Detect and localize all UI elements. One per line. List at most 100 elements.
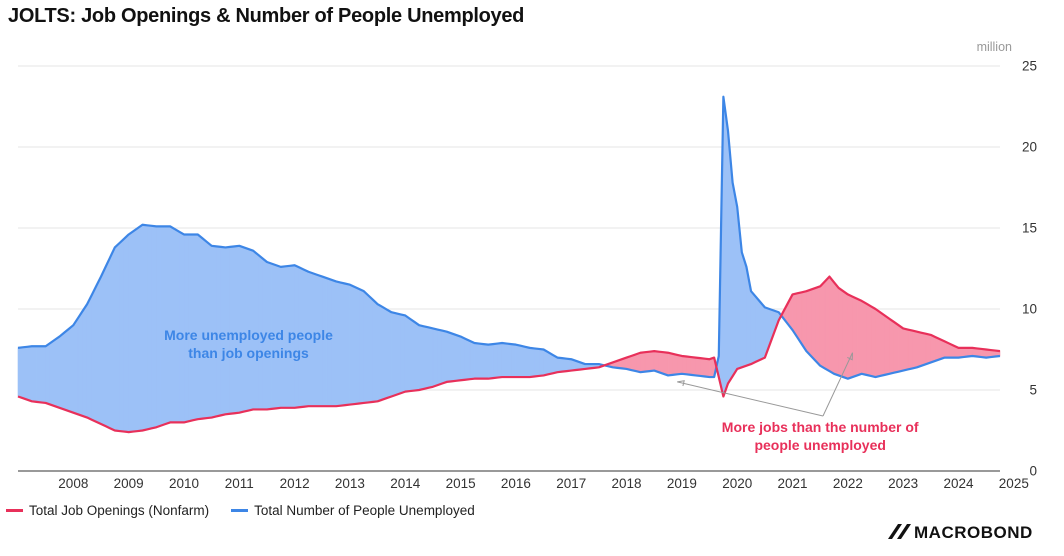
area-fill: [146, 224, 152, 430]
area-fill: [345, 283, 351, 406]
logo-text: MACROBOND: [914, 523, 1033, 542]
y-tick-label: 20: [1022, 140, 1037, 155]
area-fill: [520, 345, 526, 378]
area-fill: [331, 279, 337, 407]
area-fill: [460, 336, 466, 381]
area-fill: [635, 352, 641, 373]
area-fill: [428, 326, 434, 389]
area-fill: [409, 318, 415, 392]
series-line-openings: [17, 275, 1001, 434]
area-fill: [893, 321, 899, 374]
area-fill: [847, 293, 853, 380]
area-fill: [123, 233, 129, 433]
area-fill: [566, 358, 572, 372]
area-fill: [538, 348, 544, 377]
area-fill: [174, 228, 180, 423]
x-tick-label: 2023: [888, 476, 918, 491]
area-fill: [474, 342, 480, 379]
area-fill: [902, 328, 909, 371]
area-fill: [497, 342, 503, 378]
area-fill: [464, 338, 471, 381]
area-fill: [151, 225, 157, 429]
area-fill: [469, 340, 475, 380]
page-title: JOLTS: Job Openings & Number of People U…: [8, 5, 525, 27]
area-fill: [82, 303, 88, 418]
area-fill: [114, 242, 120, 432]
area-fill: [884, 314, 890, 376]
area-fill: [732, 182, 738, 378]
area-fill: [755, 295, 761, 363]
legend-label-openings: Total Job Openings (Nonfarm): [29, 503, 210, 518]
area-fill: [861, 300, 867, 376]
legend-swatch-unemployed: [231, 509, 249, 512]
area-fill: [169, 225, 176, 423]
area-fill: [137, 224, 143, 432]
area-fill: [483, 343, 489, 379]
area-fill: [31, 345, 37, 403]
area-fill: [437, 329, 443, 386]
area-fill: [658, 351, 664, 375]
legend-item-unemployed: Total Number of People Unemployed: [231, 503, 475, 518]
area-fill: [543, 348, 549, 376]
area-fill: [935, 336, 941, 362]
area-fill: [681, 355, 687, 375]
area-fill: [561, 357, 567, 372]
x-tick-label: 2013: [335, 476, 365, 491]
area-fill: [86, 294, 93, 421]
area-fill: [916, 331, 922, 368]
area-fill: [690, 356, 697, 376]
area-fill: [404, 314, 411, 392]
x-tick-label: 2019: [667, 476, 697, 491]
x-tick-label: 2011: [225, 476, 254, 491]
x-tick-label: 2025: [999, 476, 1029, 491]
area-fill: [109, 247, 116, 431]
area-fill: [741, 252, 747, 368]
area-fill: [686, 356, 692, 376]
annotation-unemployed-gt-openings: More unemployed people than job openings: [164, 327, 333, 361]
area-fill: [446, 331, 452, 383]
area-fill: [91, 285, 97, 423]
area-fill: [354, 286, 360, 405]
area-fill: [663, 351, 669, 376]
area-fill: [40, 345, 46, 404]
y-tick-label: 0: [1029, 464, 1037, 479]
area-fill: [487, 343, 494, 379]
area-fill: [838, 287, 844, 378]
macrobond-logo: MACROBOND: [888, 523, 1033, 542]
area-fill: [372, 299, 378, 403]
series-line-unemployed: [17, 95, 1001, 380]
area-fill: [165, 226, 171, 425]
area-fill: [119, 238, 125, 432]
x-tick-label: 2014: [390, 476, 421, 491]
legend: Total Job Openings (Nonfarm) Total Numbe…: [6, 503, 475, 518]
area-fill: [912, 330, 918, 369]
x-tick-label: 2024: [943, 476, 974, 491]
y-tick-label: 10: [1022, 302, 1037, 317]
area-fill: [801, 290, 807, 353]
x-tick-label: 2020: [722, 476, 752, 491]
y-tick-label: 15: [1022, 221, 1037, 236]
area-fill: [414, 321, 420, 391]
area-fill: [381, 306, 388, 401]
x-tick-label: 2016: [501, 476, 531, 491]
area-fill: [815, 285, 821, 367]
area-fill: [100, 266, 106, 427]
area-fill: [930, 334, 936, 363]
area-fill: [870, 305, 876, 378]
area-fill: [925, 333, 932, 365]
area-fill: [865, 303, 872, 377]
area-fill: [441, 330, 448, 384]
y-axis-unit-label: million: [977, 40, 1012, 54]
area-fill: [73, 317, 79, 415]
area-fill: [829, 275, 835, 375]
area-fill: [128, 230, 134, 433]
area-fill: [534, 348, 540, 377]
area-fill: [515, 344, 521, 378]
area-fill: [833, 281, 839, 376]
area-fill: [557, 357, 563, 373]
area-fill: [363, 290, 369, 404]
legend-label-unemployed: Total Number of People Unemployed: [254, 503, 475, 518]
area-fill: [105, 257, 111, 429]
area-fill: [524, 346, 531, 378]
area-fill: [898, 324, 904, 373]
